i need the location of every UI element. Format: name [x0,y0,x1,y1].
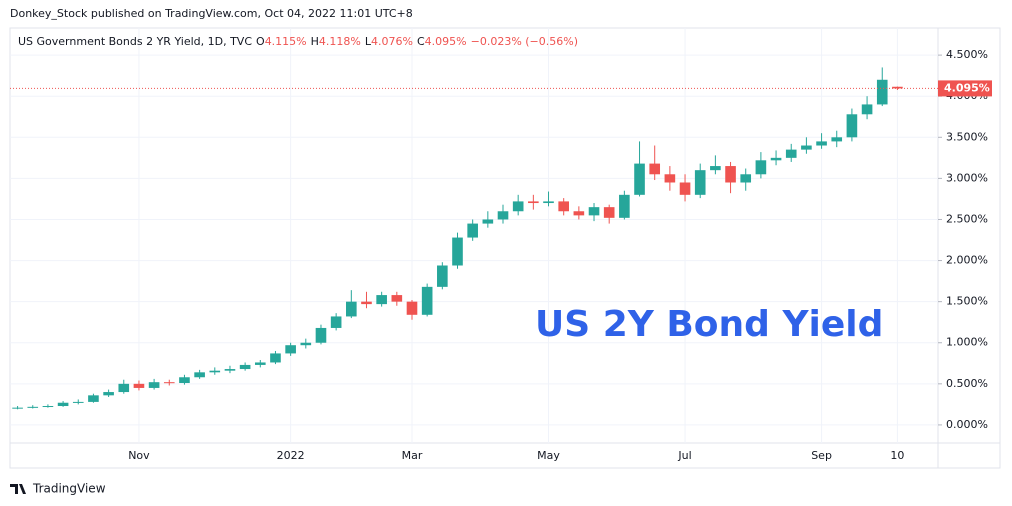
candle-body [42,406,54,408]
price-label: 4.095% [944,81,990,94]
candle-body [239,364,251,370]
candle-body [770,157,782,161]
logo [10,484,26,494]
candle-body [88,395,99,402]
x-tick-label: Jul [677,449,691,462]
candle-body [452,237,463,266]
candle-body [376,295,387,305]
candle-body [285,345,296,354]
annotation: US 2Y Bond Yield [535,304,883,345]
candle-body [406,301,418,315]
candle-body [467,223,478,238]
candle-body [619,194,630,218]
frame [9,27,1001,469]
candle-body [558,201,569,212]
candle-body [831,137,843,142]
candle-body [755,160,767,175]
price-label-box [938,80,992,97]
legend: US Government Bonds 2 YR Yield, 1D, TVC O… [18,35,578,48]
candle-body [740,174,752,183]
candle-body [664,174,676,183]
candle-body [816,141,827,146]
y-tick-label: 3.500% [946,130,988,143]
candle-body [801,145,812,150]
candle-body [876,79,888,105]
candle-body [603,207,615,218]
candle-body [330,316,342,328]
legend-close-label: C [417,35,425,48]
candle-body [725,166,736,183]
candle-body [391,295,403,302]
y-tick-label: 3.000% [946,171,988,184]
y-tick-label: 1.000% [946,336,988,349]
candle-body [634,163,645,195]
legend-high-label: H [311,35,319,48]
candle-body [300,342,312,346]
y-tick-label: 2.500% [946,212,988,225]
legend-change: −0.023% (−0.56%) [471,35,578,48]
watermark: TradingView [32,482,106,496]
candle-body [573,211,585,216]
candle-body [27,406,39,408]
candle-body [421,286,433,315]
candle-body [588,207,600,216]
candle-body [528,201,539,204]
candle-body [148,382,160,388]
candle-body [846,114,858,138]
y-tick-label: 1.500% [946,295,988,308]
x-tick-label: 2022 [277,449,305,462]
candle-body [103,392,114,396]
candle-body [133,383,145,388]
candle-body [649,163,661,175]
x-tick-label: 10 [890,449,904,462]
candle-body [118,383,130,393]
legend-high: 4.118% [319,35,361,48]
candle-body [361,301,372,305]
candle-body [892,86,903,89]
candle-body [57,402,69,407]
candle-body [315,327,327,343]
candle-body [861,104,873,115]
x-tick-label: Mar [402,449,423,462]
candle-body [785,149,797,158]
candle-body [209,370,221,373]
candle-body [694,170,706,195]
y-tick-label: 0.500% [946,377,988,390]
legend-low: 4.076% [371,35,413,48]
candle-body [163,382,175,384]
legend-open: 4.115% [265,35,307,48]
legend-close: 4.095% [425,35,467,48]
candle-body [254,362,266,365]
y-tick-label: 2.000% [946,254,988,267]
legend-low-label: L [365,35,372,48]
candle-body [224,369,236,371]
x-tick-label: Nov [128,449,150,462]
candle-body [270,353,281,363]
legend-open-label: O [256,35,265,48]
candle-body [346,301,357,317]
x-tick-label: Sep [811,449,832,462]
publisher: Donkey_Stock published on TradingView.co… [10,7,413,20]
candle-body [437,265,448,287]
legend-title: US Government Bonds 2 YR Yield, 1D, TVC [18,35,252,48]
candle-body [194,372,205,378]
y-tick-label: 0.000% [946,418,988,431]
candle-body [72,401,84,403]
candle-body [482,219,494,224]
candle-body [710,166,721,171]
x-tick-label: May [537,449,560,462]
candle-body [179,377,190,384]
candle-body [543,201,554,204]
candle-body [497,211,509,220]
candle-body [12,407,23,409]
candle-body [679,182,691,195]
y-tick-label: 4.500% [946,48,988,61]
candle-body [512,201,524,212]
